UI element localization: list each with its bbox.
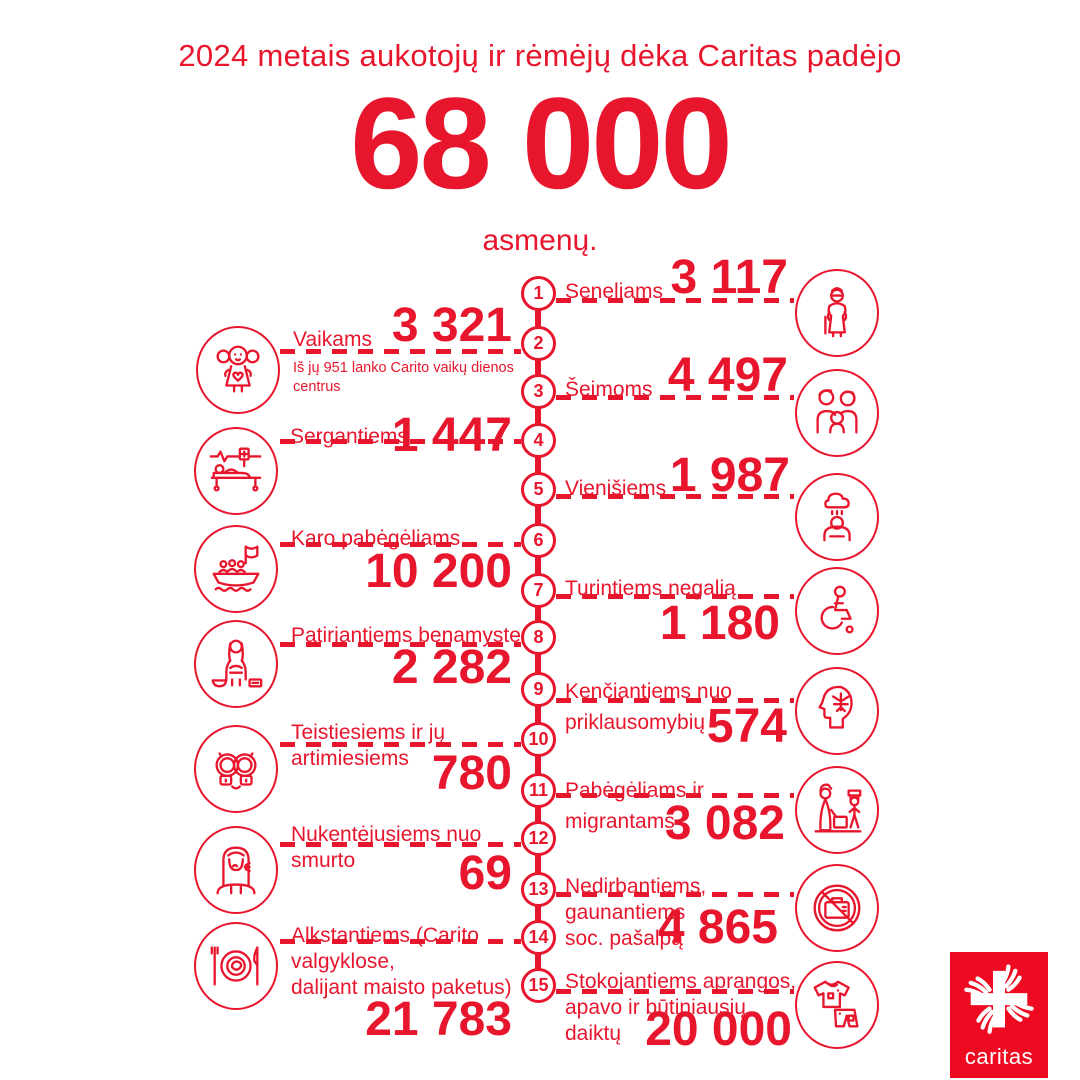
node-number: 13 <box>528 879 549 899</box>
node-number: 7 <box>533 580 544 600</box>
timeline-node: 11 <box>521 773 556 808</box>
timeline-node: 3 <box>521 374 556 409</box>
clothes-icon <box>795 961 879 1049</box>
wheelchair-icon <box>795 567 879 655</box>
handcuffs-icon <box>194 725 278 813</box>
caritas-cross-icon <box>964 958 1041 1042</box>
timeline-node: 15 <box>521 968 556 1003</box>
item-value: 780 <box>431 747 512 800</box>
crying-woman-icon <box>194 826 278 914</box>
dashed-connector <box>280 542 521 547</box>
item-label: Karo pabėgėliams <box>291 527 461 550</box>
timeline-node: 13 <box>521 872 556 907</box>
node-number: 14 <box>528 927 549 947</box>
node-number: 1 <box>533 283 544 303</box>
timeline-node: 8 <box>521 620 556 655</box>
item-label: Šeimoms <box>565 378 653 401</box>
item-value: 3 117 <box>670 251 788 304</box>
item-value: 10 200 <box>365 545 512 598</box>
timeline-node: 7 <box>521 573 556 608</box>
timeline-node: 4 <box>521 423 556 458</box>
item-label: Sergantiems <box>290 425 408 448</box>
item-note: Iš jų 951 lanko Carito vaikų dienos cent… <box>293 360 514 395</box>
dashed-connector <box>556 989 794 994</box>
item-label: Seneliams <box>565 280 664 303</box>
page-title: 2024 metais aukotojų ir rėmėjų dėka Cari… <box>178 38 902 73</box>
elderly-woman-icon <box>795 269 879 357</box>
dashed-connector <box>556 298 794 303</box>
item-value: 1 180 <box>659 597 780 650</box>
item-value: 4 497 <box>667 349 788 402</box>
item-label: Pabėgėliams ir migrantams <box>565 779 704 833</box>
timeline-node: 1 <box>521 276 556 311</box>
item-label: Stokojantiems aprangos, apavo ir būtinia… <box>565 970 797 1045</box>
timeline-node: 5 <box>521 472 556 507</box>
node-number: 8 <box>533 627 544 647</box>
meal-plate-icon <box>194 922 278 1010</box>
timeline-node: 10 <box>521 722 556 757</box>
dashed-connector <box>556 793 794 798</box>
family-icon <box>795 369 879 457</box>
caritas-logo: caritas <box>950 952 1048 1078</box>
item-value: 574 <box>706 700 787 753</box>
migrants-icon <box>795 766 879 854</box>
item-value: 20 000 <box>645 1003 792 1056</box>
addiction-head-icon <box>795 667 879 755</box>
caritas-logo-text: caritas <box>964 1044 1034 1069</box>
total-number: 68 000 <box>350 70 733 216</box>
rain-cloud-person-icon <box>795 473 879 561</box>
item-label: Turintiems negalią <box>565 577 736 600</box>
item-value: 1 447 <box>391 409 512 462</box>
item-label: Nukentėjusiems nuo smurto <box>291 823 482 872</box>
timeline-node: 2 <box>521 326 556 361</box>
dashed-connector <box>280 742 521 747</box>
node-number: 9 <box>533 679 544 699</box>
item-value: 69 <box>458 847 512 900</box>
dashed-connector <box>556 395 794 400</box>
subtitle: asmenų. <box>482 224 598 257</box>
node-number: 5 <box>533 479 544 499</box>
dashed-connector <box>280 939 521 944</box>
timeline-node: 14 <box>521 920 556 955</box>
node-number: 10 <box>528 729 549 749</box>
item-value: 2 282 <box>391 641 512 694</box>
item-value: 21 783 <box>365 993 512 1046</box>
no-briefcase-icon <box>795 864 879 952</box>
node-number: 11 <box>528 780 549 800</box>
item-value: 3 082 <box>664 797 785 850</box>
item-label: Alkstantiems (Carito valgyklose, dalijan… <box>291 924 512 999</box>
timeline-node: 12 <box>521 821 556 856</box>
dashed-connector <box>280 349 521 354</box>
dashed-connector <box>556 494 794 499</box>
node-number: 6 <box>533 530 544 550</box>
dashed-connector <box>280 642 521 647</box>
timeline-node: 9 <box>521 672 556 707</box>
node-number: 3 <box>533 381 544 401</box>
node-number: 4 <box>533 430 544 450</box>
item-value: 3 321 <box>391 299 512 352</box>
item-label: Vienišiems <box>565 477 667 500</box>
dashed-connector <box>556 698 794 703</box>
dashed-connector <box>280 842 521 847</box>
homeless-person-icon <box>194 620 278 708</box>
doll-icon <box>196 326 280 414</box>
refugee-boat-icon <box>194 525 278 613</box>
dashed-connector <box>556 594 794 599</box>
node-number: 2 <box>533 333 544 353</box>
node-number: 15 <box>528 975 549 995</box>
dashed-connector <box>556 892 794 897</box>
item-label: Nedirbantiems, gaunantiems soc. pašalpą <box>565 875 707 950</box>
hospital-bed-icon <box>194 427 278 515</box>
item-value: 4 865 <box>657 901 778 954</box>
item-label: Patiriantiems benamystę <box>291 624 521 647</box>
timeline-node: 6 <box>521 523 556 558</box>
item-value: 1 987 <box>669 449 790 502</box>
item-label: Teistiesiems ir jų artimiesiems <box>291 721 446 770</box>
dashed-connector <box>280 439 521 444</box>
item-label: Kenčiantiems nuo priklausomybių <box>565 680 732 734</box>
node-number: 12 <box>528 828 549 848</box>
item-label: Vaikams <box>293 328 372 351</box>
